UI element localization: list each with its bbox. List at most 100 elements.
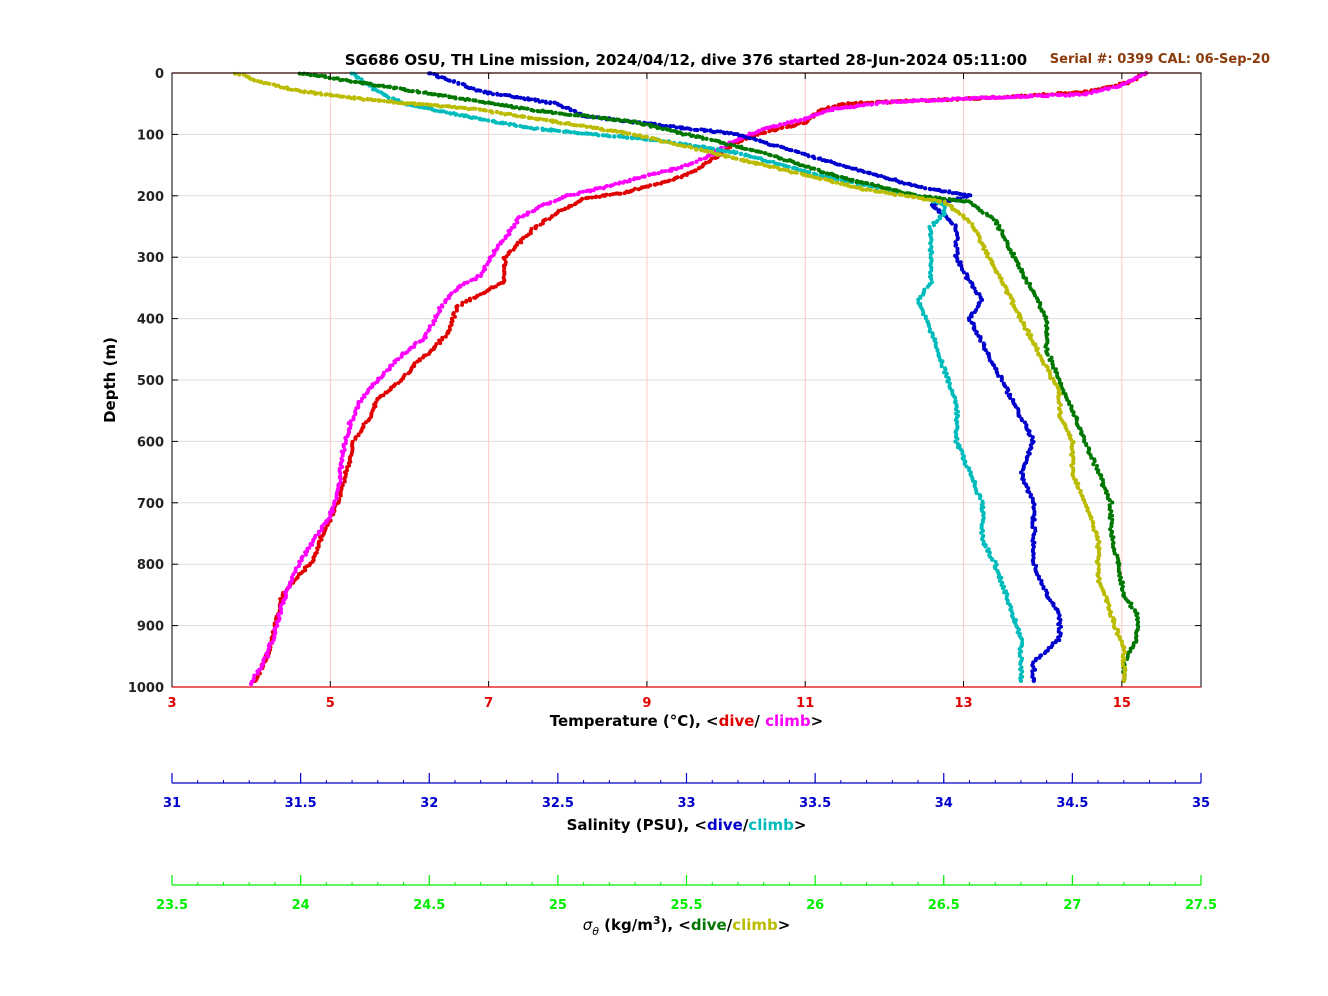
data-point <box>885 99 890 104</box>
data-point <box>753 162 758 166</box>
data-point <box>906 194 911 199</box>
data-point <box>794 170 799 175</box>
data-point <box>945 202 950 207</box>
data-point <box>862 170 866 174</box>
series-salinity-dive <box>427 71 1063 684</box>
y-tick-label: 1000 <box>128 681 164 696</box>
data-point <box>469 278 474 283</box>
data-point <box>660 127 665 132</box>
series-salinity-climb <box>349 71 1025 684</box>
x-tick-label: 26 <box>806 898 824 913</box>
y-tick-label: 600 <box>137 435 164 450</box>
data-point <box>683 144 688 149</box>
data-point <box>463 105 468 110</box>
data-point <box>315 91 320 96</box>
data-point <box>1022 323 1027 328</box>
data-point <box>334 496 339 501</box>
data-point <box>656 171 661 176</box>
data-point <box>558 121 563 126</box>
data-point <box>607 134 612 139</box>
data-point <box>874 102 879 107</box>
data-point <box>581 123 586 128</box>
data-point <box>1110 542 1115 546</box>
data-point <box>955 237 960 242</box>
y-tick-label: 200 <box>137 190 164 205</box>
data-point <box>340 77 345 82</box>
data-point <box>950 221 954 226</box>
data-point <box>979 95 984 100</box>
data-point <box>802 168 807 173</box>
data-point <box>289 87 294 92</box>
data-point <box>356 433 361 438</box>
data-point <box>615 129 619 134</box>
data-point <box>778 162 782 167</box>
data-point <box>342 448 347 452</box>
data-point <box>482 117 487 122</box>
data-point <box>672 142 677 146</box>
data-point <box>828 108 832 113</box>
data-point <box>468 298 473 303</box>
data-point <box>643 122 648 127</box>
data-point <box>486 118 491 123</box>
data-point <box>338 471 343 475</box>
data-point <box>279 607 284 612</box>
data-point <box>867 171 872 176</box>
data-point <box>338 493 343 498</box>
data-point <box>568 108 573 113</box>
data-point <box>415 359 420 364</box>
data-point <box>319 73 324 78</box>
data-point <box>950 191 955 196</box>
data-point <box>493 102 498 107</box>
data-point <box>652 182 657 187</box>
data-point <box>473 98 478 103</box>
data-point <box>514 124 519 128</box>
data-point <box>660 169 664 174</box>
data-point <box>1096 563 1101 567</box>
data-point <box>967 318 972 323</box>
data-point <box>675 143 680 148</box>
data-point <box>1021 467 1025 472</box>
data-point <box>436 75 441 80</box>
data-point <box>421 102 426 107</box>
x-tick-label: 27.5 <box>1185 898 1217 913</box>
data-point <box>1031 506 1036 511</box>
data-point <box>456 105 461 110</box>
data-point <box>876 174 881 178</box>
y-tick-label: 800 <box>137 558 164 573</box>
data-point <box>659 181 663 186</box>
data-point <box>835 180 840 185</box>
data-point <box>417 339 422 344</box>
data-point <box>499 93 503 98</box>
data-point <box>865 187 870 192</box>
data-point <box>704 136 709 141</box>
data-point <box>255 671 260 676</box>
x-tick-label: 15 <box>1113 696 1131 711</box>
data-point <box>1049 92 1054 97</box>
data-point <box>935 348 940 353</box>
data-point <box>434 108 439 113</box>
data-point <box>865 181 870 186</box>
data-point <box>471 86 476 91</box>
data-point <box>1031 533 1036 538</box>
data-point <box>622 191 627 196</box>
data-point <box>557 129 562 133</box>
data-point <box>1018 318 1023 323</box>
data-point <box>316 532 321 537</box>
data-point <box>628 120 633 125</box>
data-point <box>596 133 601 138</box>
data-point <box>938 216 943 221</box>
x-tick-label: 25.5 <box>670 898 702 913</box>
data-point <box>495 92 500 97</box>
data-point <box>437 309 442 314</box>
data-point <box>1102 592 1107 597</box>
data-point <box>521 106 526 111</box>
x-tick-label: 32 <box>420 796 438 811</box>
data-point <box>728 142 733 147</box>
data-point <box>869 102 874 107</box>
data-point <box>1030 435 1035 440</box>
data-point <box>1089 455 1094 460</box>
x-tick-label: 31 <box>163 796 181 811</box>
data-point <box>947 190 951 195</box>
data-point <box>511 247 516 252</box>
